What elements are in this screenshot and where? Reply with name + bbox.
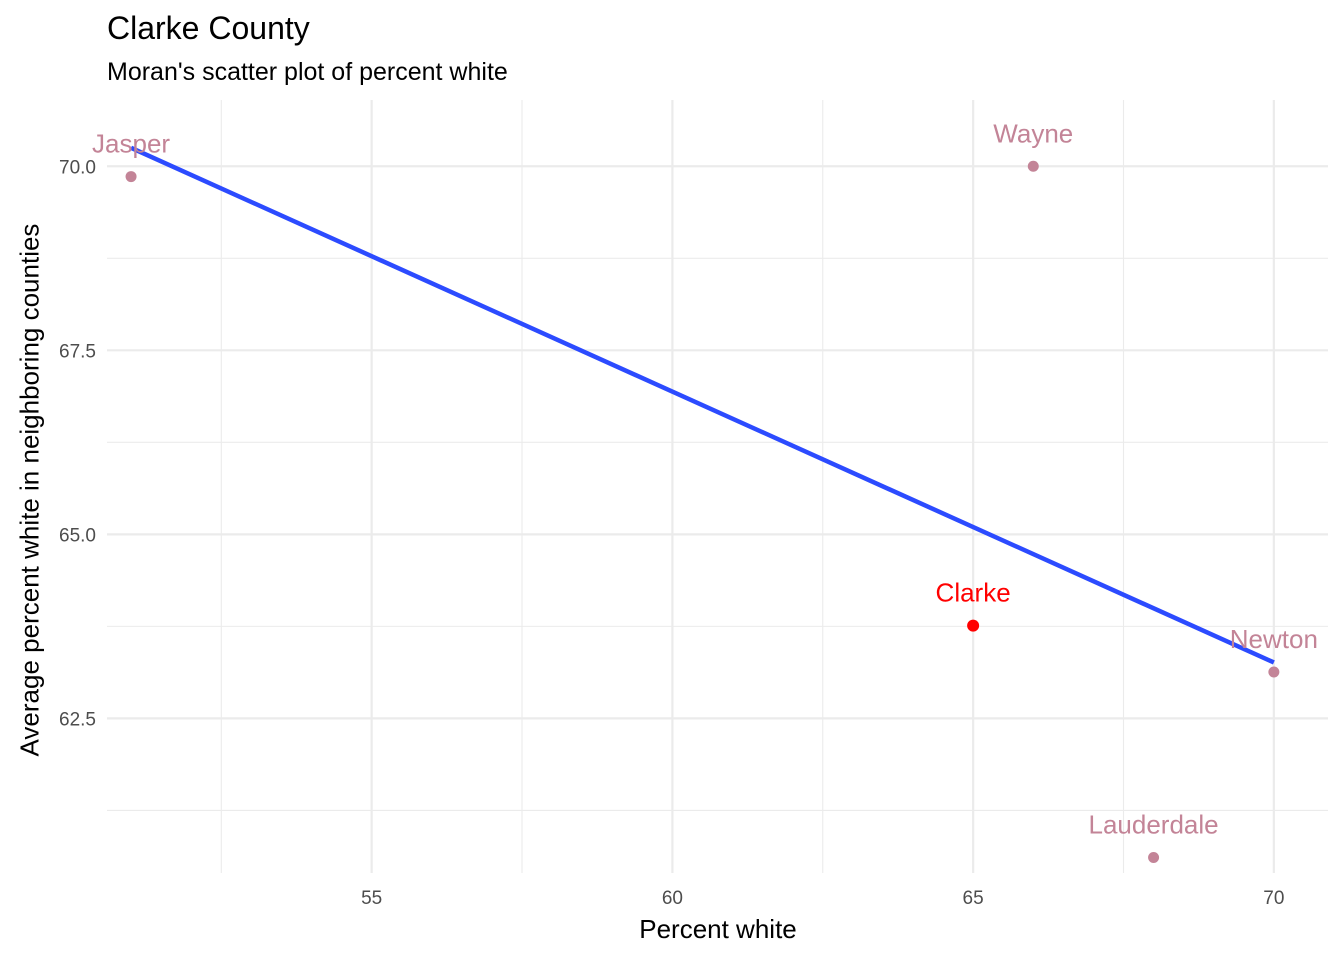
chart-subtitle: Moran's scatter plot of percent white — [107, 58, 508, 86]
point-newton — [1268, 666, 1280, 678]
point-label-clarke: Clarke — [936, 578, 1011, 608]
y-tick-label: 65.0 — [59, 525, 96, 546]
point-labels-group: Jasper Wayne Clarke Newton Lauderdale — [92, 118, 1318, 839]
point-label-wayne: Wayne — [993, 118, 1073, 148]
chart-title: Clarke County — [107, 10, 310, 46]
point-jasper — [125, 171, 137, 183]
point-label-jasper: Jasper — [92, 129, 170, 159]
tick-labels: 55 60 65 70 62.5 65.0 67.5 70.0 — [59, 157, 1284, 909]
y-tick-label: 70.0 — [59, 157, 96, 178]
point-lauderdale — [1148, 852, 1160, 864]
regression-line — [130, 145, 1275, 665]
point-wayne — [1027, 160, 1039, 172]
minor-gridlines — [107, 100, 1328, 873]
x-tick-label: 70 — [1263, 888, 1284, 909]
y-tick-label: 62.5 — [59, 709, 96, 730]
x-axis-label: Percent white — [639, 914, 797, 944]
x-tick-label: 60 — [662, 888, 683, 909]
y-tick-label: 67.5 — [59, 341, 96, 362]
x-tick-label: 55 — [361, 888, 382, 909]
point-label-lauderdale: Lauderdale — [1089, 810, 1219, 840]
point-clarke — [967, 619, 980, 632]
major-gridlines — [107, 100, 1328, 873]
points-group — [125, 160, 1280, 864]
x-tick-label: 65 — [963, 888, 984, 909]
regression-line-group — [130, 145, 1275, 665]
point-label-newton: Newton — [1230, 624, 1318, 654]
